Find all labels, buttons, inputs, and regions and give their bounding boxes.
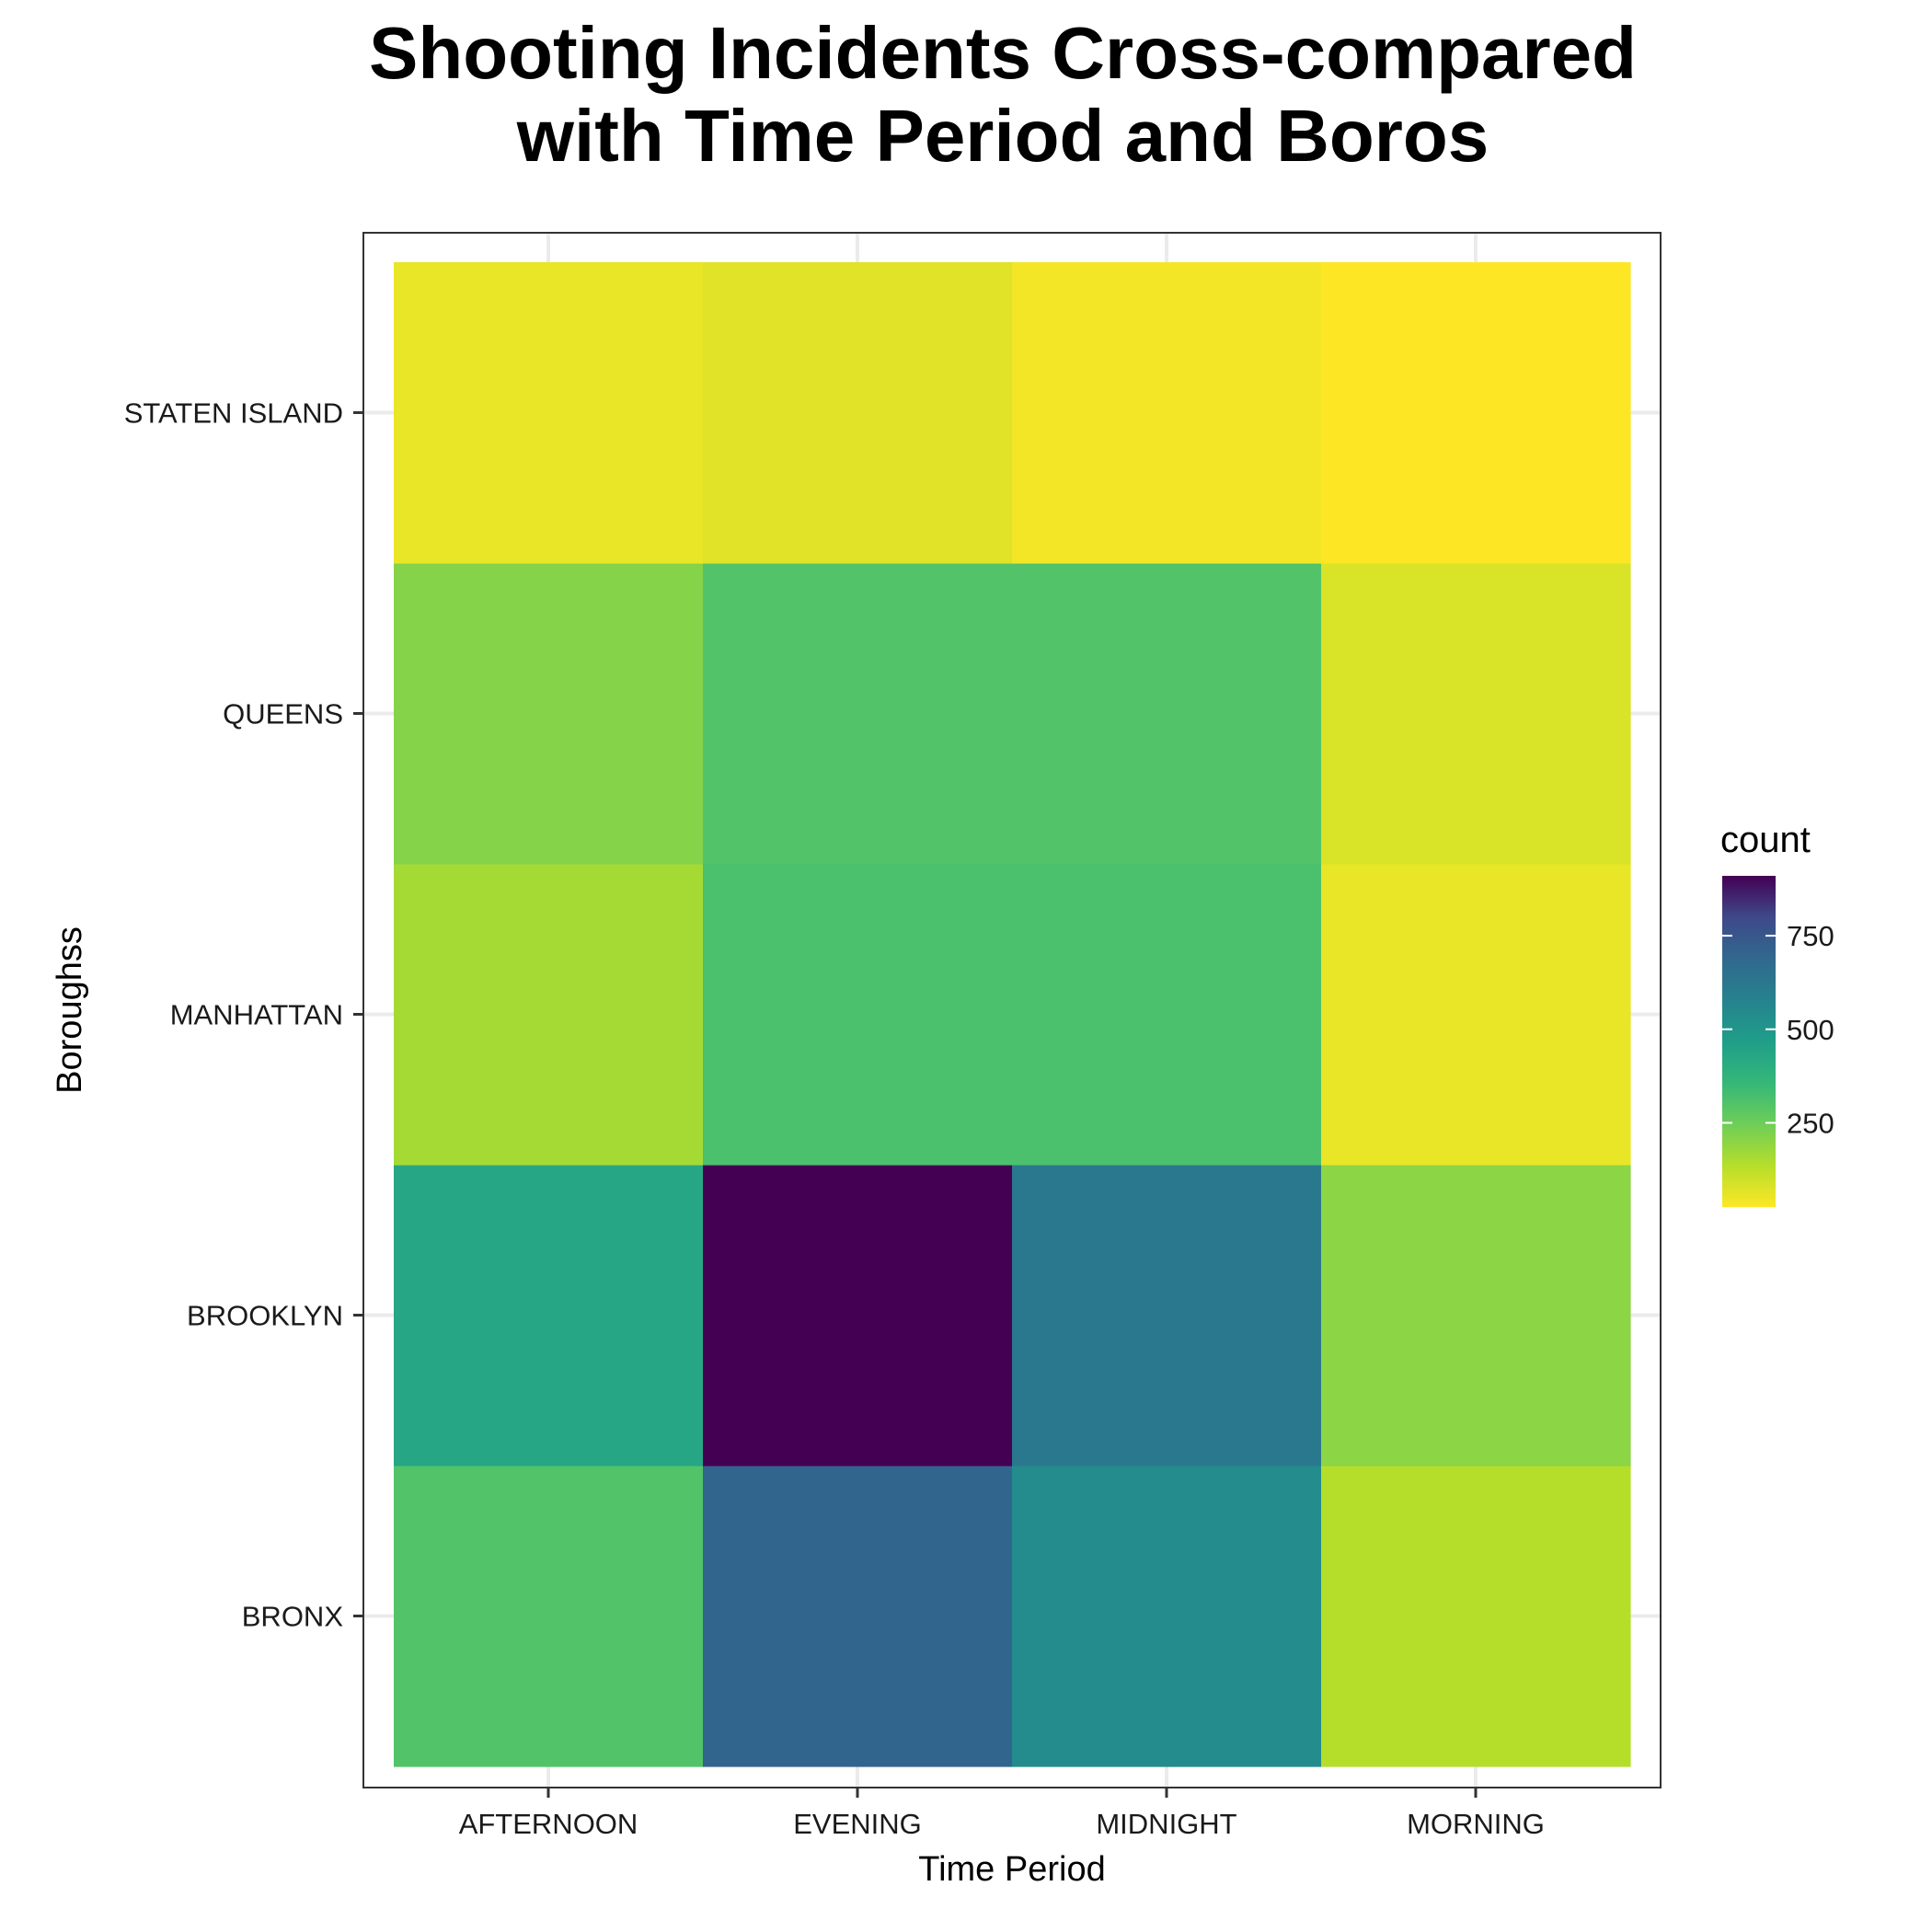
heatmap-tile-bronx-evening	[703, 1466, 1013, 1767]
y-tick-label: STATEN ISLAND	[124, 397, 343, 430]
x-tick-label: EVENING	[793, 1808, 922, 1840]
heatmap-tile-staten-island-midnight	[1012, 262, 1322, 564]
y-tick-label: MANHATTAN	[170, 999, 343, 1031]
heatmap-tile-staten-island-evening	[703, 262, 1013, 564]
heatmap-tile-brooklyn-afternoon	[394, 1165, 704, 1466]
x-tick-label: AFTERNOON	[459, 1808, 638, 1840]
legend-title: count	[1720, 820, 1811, 860]
legend-colorbar	[1722, 876, 1776, 1207]
heatmap-tile-queens-evening	[703, 563, 1013, 865]
heatmap-tile-manhattan-evening	[703, 864, 1013, 1166]
legend-tick-label: 250	[1787, 1107, 1834, 1139]
y-axis-title: Boroughss	[51, 926, 89, 1094]
heatmap-tile-manhattan-morning	[1321, 864, 1631, 1166]
heatmap-tile-brooklyn-midnight	[1012, 1165, 1322, 1466]
y-tick-label: QUEENS	[223, 698, 343, 730]
x-axis-title: Time Period	[918, 1850, 1105, 1889]
y-tick-label: BRONX	[242, 1601, 344, 1633]
heatmap-tile-brooklyn-morning	[1321, 1165, 1631, 1466]
heatmap-tile-staten-island-afternoon	[394, 262, 704, 564]
heatmap-tile-bronx-morning	[1321, 1466, 1631, 1767]
legend-tick-label: 750	[1787, 920, 1834, 952]
legend-tick-label: 500	[1787, 1014, 1834, 1046]
heatmap-tile-queens-afternoon	[394, 563, 704, 865]
x-tick-label: MORNING	[1407, 1808, 1545, 1840]
heatmap-tile-brooklyn-evening	[703, 1165, 1013, 1466]
heatmap-tile-bronx-midnight	[1012, 1466, 1322, 1767]
heatmap-tile-queens-morning	[1321, 563, 1631, 865]
heatmap-tile-bronx-afternoon	[394, 1466, 704, 1767]
x-tick-label: MIDNIGHT	[1096, 1808, 1236, 1840]
heatmap-tile-queens-midnight	[1012, 563, 1322, 865]
chart-title-line-2: with Time Period and Boros	[516, 95, 1489, 177]
heatmap-tile-manhattan-afternoon	[394, 864, 704, 1166]
y-tick-label: BROOKLYN	[187, 1300, 343, 1332]
heatmap-tiles	[394, 262, 1631, 1767]
chart-title-line-1: Shooting Incidents Cross-compared	[369, 12, 1637, 94]
legend: count 250 500 750	[1720, 820, 1834, 1207]
heatmap-tile-staten-island-morning	[1321, 262, 1631, 564]
heatmap-tile-manhattan-midnight	[1012, 864, 1322, 1166]
